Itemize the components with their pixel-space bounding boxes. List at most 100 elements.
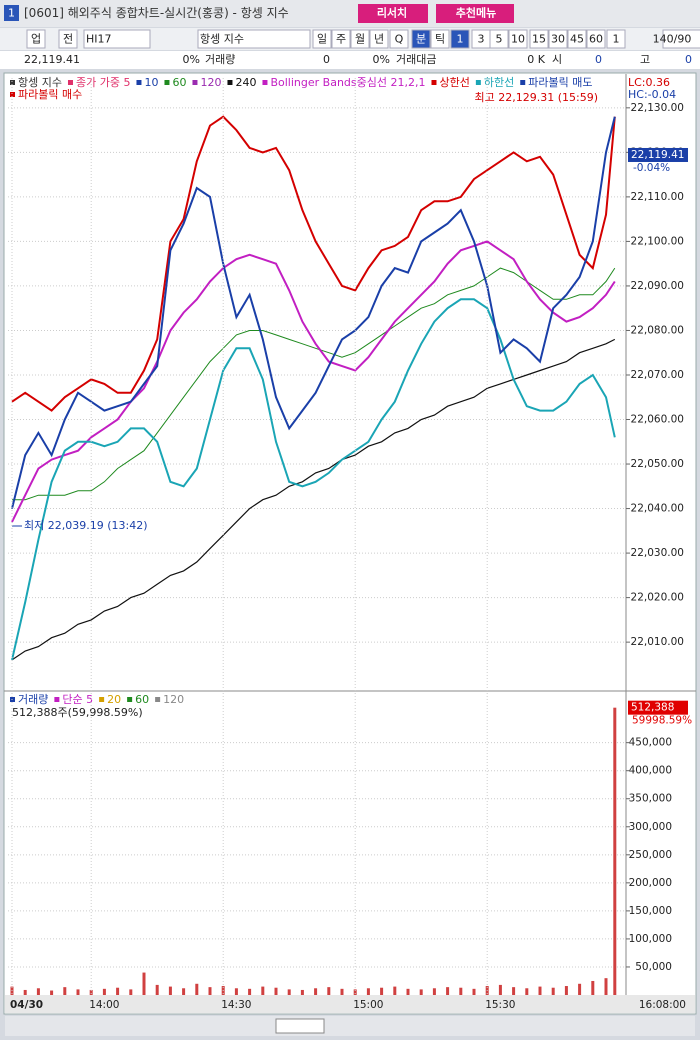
toolbar-label[interactable]: 업 [31,33,41,46]
y-tick-label: 50,000 [635,961,672,973]
volume-bar [102,988,106,995]
volume-bar [340,988,344,995]
toolbar-label[interactable]: 년 [374,33,384,46]
hc-label: HC:-0.04 [628,88,676,101]
legend-swatch [136,80,142,85]
toolbar-button[interactable] [58,29,78,49]
scroll-bar[interactable] [5,1016,695,1036]
info-item: 거래량 [205,53,235,66]
volume-bar [525,988,529,995]
toolbar-button[interactable] [197,29,311,49]
toolbar-label[interactable]: 10 [511,33,525,46]
title-button-label: 추천메뉴 [456,6,496,20]
toolbar-label[interactable]: 45 [570,33,584,46]
toolbar-label[interactable]: HI17 [86,33,112,46]
volume-bar [208,987,212,995]
volume-bar [23,989,27,995]
toolbar-button[interactable] [548,29,568,49]
toolbar-label[interactable]: 5 [496,33,503,46]
info-item: 고 [640,53,650,66]
toolbar-label[interactable]: 60 [589,33,603,46]
toolbar-label[interactable]: 일 [317,32,327,46]
toolbar-label[interactable]: 틱 [435,33,445,46]
legend-swatch [475,80,481,85]
legend-label: 파라볼릭 매도 [528,76,592,89]
toolbar-button[interactable] [411,29,431,49]
toolbar-button[interactable] [450,29,470,49]
legend-swatch [431,80,437,85]
toolbar-label[interactable]: 140/90 [653,33,692,46]
toolbar-button[interactable] [586,29,606,49]
toolbar-label[interactable]: 1 [457,33,464,46]
toolbar-label[interactable]: 15 [532,33,546,46]
volume-bar [498,984,502,995]
legend-label: 120 [163,693,184,706]
info-item: 0 [323,53,330,66]
legend-label: 종가 가중 5 [76,76,130,89]
legend-swatch [164,80,170,85]
toolbar-button[interactable] [350,29,370,49]
chart-frame [3,72,697,1015]
y-tick-label: 350,000 [629,793,672,805]
toolbar-button[interactable] [430,29,450,49]
scroll-thumb[interactable] [275,1018,325,1034]
legend-label: 단순 5 [62,693,93,706]
volume-bar [300,989,304,995]
legend-swatch [67,80,73,85]
window-number-box [4,5,19,21]
legend-swatch [227,80,233,85]
toolbar-label[interactable]: 30 [551,33,565,46]
toolbar-label[interactable]: 전 [63,33,73,46]
toolbar-button[interactable] [662,29,700,49]
toolbar-button[interactable] [83,29,151,49]
legend-swatch [10,92,15,97]
toolbar-button[interactable] [508,29,528,49]
volume-bar [512,987,516,995]
legend-swatch [10,80,15,85]
volume-bar [393,986,397,995]
toolbar-label[interactable]: 1 [613,33,620,46]
toolbar-label[interactable]: 3 [478,33,485,46]
volume-bar [155,984,159,995]
y-tick-label: 150,000 [629,905,672,917]
volume-bar [613,707,617,995]
volume-bar [234,988,238,995]
volume-bar [76,989,80,995]
y-tick-label: 400,000 [629,765,672,777]
volume-bar [182,988,186,995]
toolbar-button[interactable] [331,29,351,49]
toolbar-button[interactable] [606,29,626,49]
toolbar-button[interactable] [312,29,332,49]
volume-bar [366,988,370,995]
volume-bar [446,987,450,995]
volume-bar [538,986,542,995]
volume-bar [353,989,357,995]
toolbar-button[interactable] [529,29,549,49]
research-button[interactable] [358,4,428,23]
volume-bar [578,983,582,995]
volume-bar [380,987,384,995]
y-tick-label: 22,130.00 [631,102,684,114]
toolbar-label[interactable]: 분 [416,33,426,46]
menu-button[interactable] [436,4,514,23]
y-tick-label: 100,000 [629,933,672,945]
legend-swatch [520,80,526,85]
volume-bar [116,987,120,995]
toolbar-label[interactable]: Q [395,33,404,46]
info-item: 0 [685,53,692,66]
last-price-badge [628,147,688,162]
y-tick-label: 22,020.00 [631,592,684,604]
toolbar-button[interactable] [26,29,46,49]
toolbar-label[interactable]: 항셍 지수 [200,33,244,46]
x-tick-label: 15:30 [485,999,515,1011]
toolbar-button[interactable] [389,29,409,49]
legend-swatch [54,697,60,702]
toolbar-button[interactable] [489,29,509,49]
toolbar-label[interactable]: 월 [355,33,365,46]
toolbar-button[interactable] [567,29,587,49]
toolbar-label[interactable]: 주 [336,33,346,46]
info-item: 0% [373,53,390,66]
legend-label: 파라볼릭 매수 [18,88,82,101]
toolbar-button[interactable] [369,29,389,49]
volume-bar [551,987,555,995]
